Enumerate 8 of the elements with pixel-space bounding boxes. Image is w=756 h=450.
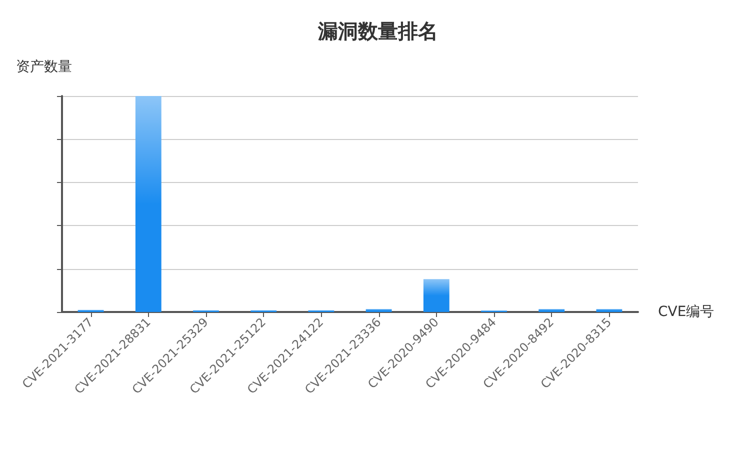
bar xyxy=(423,279,450,312)
bar xyxy=(135,96,162,312)
bar xyxy=(366,308,392,312)
chart-title: 漏洞数量排名 xyxy=(317,19,438,43)
x-axis-title: CVE编号 xyxy=(658,304,714,320)
bar xyxy=(538,308,565,312)
bar xyxy=(596,308,622,312)
y-axis-title: 资产数量 xyxy=(16,59,72,75)
